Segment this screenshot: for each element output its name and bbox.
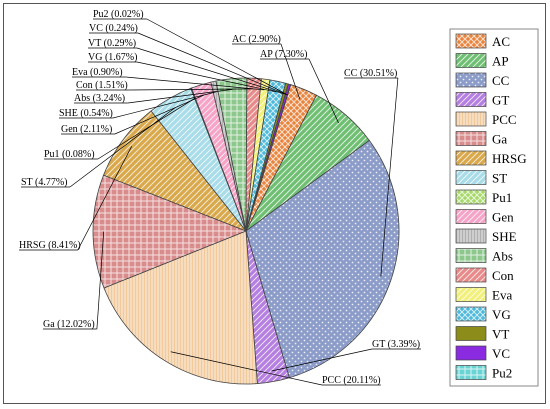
legend-label-she: SHE [492, 229, 517, 244]
leader-line-gt [271, 348, 373, 372]
legend-swatch-st [455, 170, 487, 185]
legend-label-hrsg: HRSG [492, 151, 527, 166]
legend-swatch-ap [455, 53, 487, 68]
legend-label-vt: VT [492, 327, 509, 342]
legend-label-vc: VC [492, 346, 510, 361]
legend-label-con: Con [492, 268, 514, 283]
data-label-gt: GT (3.39%) [372, 339, 420, 350]
leader-line-she [112, 91, 216, 119]
data-label-gen: Gen (2.11%) [61, 124, 112, 135]
pie-slice-pu2 [245, 84, 292, 232]
leader-line-pu2 [146, 18, 288, 96]
data-label-vt: VT (0.29%) [88, 38, 136, 49]
legend-label-gt: GT [492, 93, 509, 108]
legend-label-gen: Gen [492, 210, 514, 225]
leader-line-ap [308, 58, 339, 124]
legend-swatch-pcc [455, 111, 487, 127]
data-label-st: ST (4.77%) [21, 177, 67, 188]
legend-swatch-ga [455, 131, 487, 146]
data-label-pcc: PCC (20.11%) [322, 375, 381, 386]
leader-line-vc [137, 32, 287, 95]
legend-swatch-cc [455, 72, 487, 88]
data-label-vc: VC (0.24%) [89, 23, 138, 34]
data-label-cc: CC (30.51%) [344, 68, 397, 79]
data-label-ac: AC (2.90%) [232, 34, 281, 45]
data-label-pu1: Pu1 (0.08%) [44, 149, 95, 160]
legend-label-pcc: PCC [492, 112, 517, 127]
legend-swatch-vc [455, 345, 487, 361]
legend-label-st: ST [492, 171, 507, 186]
pie-slice-pcc [103, 230, 258, 385]
pie-slice-ga [92, 174, 248, 289]
legend-label-pu1: Pu1 [492, 190, 512, 205]
legend-swatch-pu1 [455, 189, 487, 205]
legend-swatch-con [455, 267, 487, 283]
data-label-she: SHE (0.54%) [59, 108, 113, 119]
data-labels: AC (2.90%) AP (7.30%) CC (30.51%) GT (3.39%… [19, 9, 421, 386]
legend-swatch-eva [455, 287, 487, 302]
leader-line-st [69, 107, 176, 188]
leader-line-hrsg [77, 146, 132, 251]
legend-swatch-she [455, 228, 487, 244]
legend-swatch-hrsg [455, 150, 487, 166]
data-label-ap: AP (7.30%) [260, 49, 307, 60]
legend-label-ap: AP [492, 54, 509, 69]
leader-line-cc [380, 77, 399, 277]
legend-label-vg: VG [492, 307, 511, 322]
leader-line-ga [96, 231, 105, 330]
legend-swatch-gt [455, 92, 487, 107]
data-label-eva: Eva (0.90%) [72, 67, 123, 78]
leader-line-eva [125, 76, 265, 91]
data-label-ga: Ga (12.02%) [43, 319, 95, 330]
leader-line-pu1 [97, 97, 196, 160]
leader-line-gen [114, 94, 205, 135]
legend-label-eva: Eva [492, 288, 512, 303]
legend-label-abs: Abs [492, 249, 513, 264]
leader-line-ac [280, 43, 301, 100]
data-label-vg: VG (1.67%) [88, 52, 137, 63]
legend-swatch-abs [455, 248, 487, 263]
data-label-con: Con (1.51%) [76, 80, 128, 91]
pie-slice-cc [245, 139, 400, 379]
leader-line-vt [136, 47, 285, 95]
legend-label-pu2: Pu2 [492, 366, 512, 381]
leader-line-vg [136, 61, 276, 93]
legend-swatch-vg [455, 306, 487, 322]
legend-swatch-pu2 [455, 365, 487, 380]
legend-swatch-vt [455, 326, 487, 341]
leader-line-con [129, 88, 254, 91]
legend-label-ac: AC [492, 34, 510, 49]
legend: AC AP CC GT PCC Ga HRSG ST Pu1 Gen SHE Abs Con Eva VG V… [449, 28, 539, 387]
legend-label-ga: Ga [492, 132, 507, 147]
data-label-hrsg: HRSG (8.41%) [19, 240, 81, 251]
leader-line-pcc [170, 351, 323, 386]
data-label-abs: Abs (3.24%) [74, 93, 125, 104]
pie-slices [92, 77, 400, 385]
leader-line-abs [127, 89, 233, 104]
legend-label-cc: CC [492, 73, 509, 88]
legend-swatch-gen [455, 209, 487, 224]
legend-swatch-ac [455, 33, 487, 49]
data-label-pu2: Pu2 (0.02%) [93, 9, 144, 20]
